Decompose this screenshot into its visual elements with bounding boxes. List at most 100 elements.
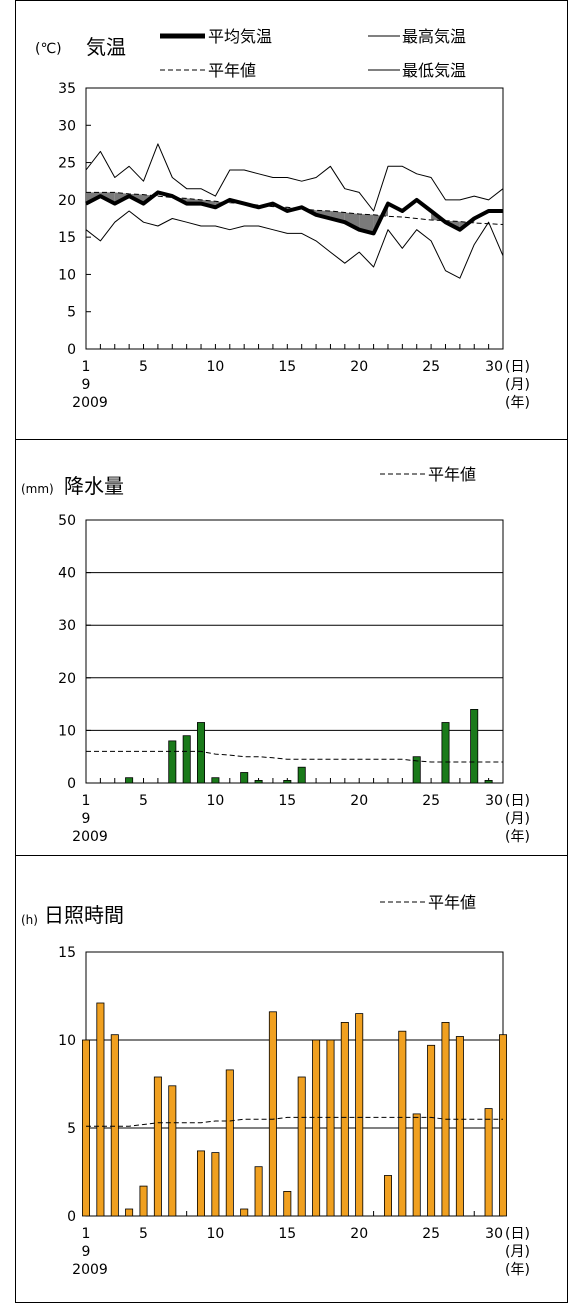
x-month-label: 9 [82,811,91,827]
data-bar [398,1030,407,1217]
x-unit-day: (日) [505,1226,530,1242]
temperature-unit: (℃) [35,41,62,57]
x-tick-label: 1 [82,793,91,809]
x-tick-label: 30 [485,359,503,375]
series-line-normal [86,1116,503,1127]
y-tick-label: 40 [58,566,76,582]
x-unit-month: (月) [505,811,530,827]
x-tick-label: 1 [82,1226,91,1242]
plot-border [85,87,504,350]
x-unit-year: (年) [505,1262,530,1278]
y-tick-label: 10 [58,1033,76,1049]
x-year-label: 2009 [72,395,108,411]
legend-label-normal: 平年値 [208,61,256,80]
legend-label-normal: 平年値 [428,465,476,484]
x-tick-label: 15 [278,793,296,809]
x-unit-month: (月) [505,1244,530,1260]
data-bar [470,709,479,784]
x-tick-label: 10 [206,793,224,809]
x-tick-label: 1 [82,359,91,375]
x-year-label: 2009 [72,829,108,845]
data-bar [498,1034,507,1217]
legend-label-max: 最高気温 [402,27,466,46]
y-tick-label: 30 [58,118,76,134]
data-bar [326,1039,335,1217]
series-line-mean-temp [85,190,503,236]
precipitation-legend: 平年値 [380,465,476,484]
data-bar [297,766,306,784]
x-tick-label: 25 [422,793,440,809]
x-tick-label: 25 [422,1226,440,1242]
data-bar [283,780,292,784]
x-tick-label: 5 [139,359,148,375]
x-month-label: 9 [82,377,91,393]
y-tick-label: 10 [58,267,76,283]
sunshine-title: 日照時間 [44,903,124,927]
x-unit-year: (年) [505,395,530,411]
precipitation-unit: (mm) [21,482,54,496]
y-tick-label: 15 [58,945,76,961]
x-tick-label: 20 [350,793,368,809]
x-tick-label: 5 [139,793,148,809]
x-tick-label: 10 [206,1226,224,1242]
y-tick-label: 10 [58,723,76,739]
data-bar [441,722,450,784]
series-line-normal [86,750,503,763]
x-unit-day: (日) [505,793,530,809]
anomaly-shade-cold [344,212,360,230]
data-bar [225,1069,234,1217]
data-bar [168,740,177,784]
y-tick-label: 0 [67,342,76,358]
legend-label-mean: 平均気温 [208,27,272,46]
x-tick-label: 25 [422,359,440,375]
y-tick-label: 0 [67,776,76,792]
data-bar [455,1036,464,1217]
data-bar [82,1039,91,1217]
data-bar [297,1076,306,1217]
sunshine-legend: 平年値 [380,893,476,912]
data-bar [211,777,220,784]
legend-label-min: 最低気温 [402,61,466,80]
y-tick-label: 20 [58,193,76,209]
y-tick-label: 35 [58,81,76,97]
y-tick-label: 5 [67,1121,76,1137]
x-tick-label: 10 [206,359,224,375]
data-bar [196,722,205,784]
y-tick-label: 30 [58,618,76,634]
sunshine-unit: (h) [21,913,38,927]
y-tick-label: 5 [67,305,76,321]
data-bar [355,1013,364,1217]
temperature-legend: 平均気温 最高気温 平年値 最低気温 [160,27,466,80]
plot-border [85,519,504,784]
data-bar [182,735,191,784]
x-tick-label: 15 [278,359,296,375]
data-bar [484,780,493,784]
data-bar [240,1208,249,1217]
y-tick-label: 20 [58,671,76,687]
legend-label-normal: 平年値 [428,893,476,912]
data-bar [254,780,263,784]
x-unit-day: (日) [505,359,530,375]
temperature-title: 気温 [86,35,126,59]
data-bar [196,1150,205,1217]
x-tick-label: 15 [278,1226,296,1242]
data-bar [383,1175,392,1217]
y-tick-label: 50 [58,513,76,529]
data-bar [211,1152,220,1217]
x-year-label: 2009 [72,1262,108,1278]
data-bar [312,1039,321,1217]
data-bar [340,1022,349,1217]
data-bar [283,1191,292,1217]
y-tick-label: 25 [58,156,76,172]
series-line-min-temp [85,210,504,279]
data-bar [110,1034,119,1217]
precipitation-title: 降水量 [64,474,124,498]
x-tick-label: 20 [350,359,368,375]
data-bar [96,1002,105,1217]
x-tick-label: 30 [485,1226,503,1242]
data-bar [168,1085,177,1217]
data-bar [125,1208,134,1217]
